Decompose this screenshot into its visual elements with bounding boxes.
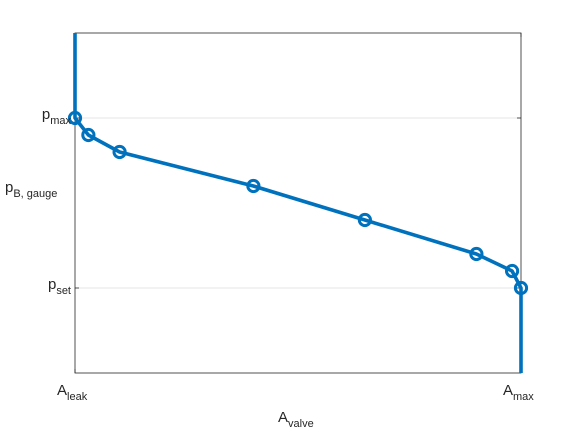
x-axis-label-sub: valve: [288, 418, 314, 430]
x-tick-label-0: Aleak: [57, 382, 88, 403]
axes-box: [74, 32, 522, 374]
data-point-0-2: [81, 127, 96, 143]
x-tick-label-1: Amax: [503, 382, 534, 403]
y-axis-label: pB, gauge: [5, 179, 57, 200]
y-tick-label-0: pset: [48, 276, 71, 297]
series-line-0: [73, 33, 523, 373]
x-axis-label: Avalve: [278, 409, 314, 430]
data-point-0-1: [67, 110, 83, 126]
tick-marks: [74, 33, 522, 373]
y-tick-label-1-sub: max: [50, 115, 71, 127]
y-tick-label-1: pmax: [42, 106, 72, 127]
x-axis-label-main: A: [278, 409, 288, 426]
y-tick-label-1-main: p: [42, 106, 50, 123]
data-point-0-3: [112, 144, 127, 160]
data-point-0-6: [469, 246, 484, 262]
series: [67, 33, 529, 373]
y-axis-label-main: p: [5, 179, 13, 196]
data-point-0-4: [246, 178, 261, 194]
x-tick-label-0-sub: leak: [67, 391, 88, 403]
y-tick-label-0-main: p: [48, 276, 56, 293]
y-tick-label-0-sub: set: [56, 285, 71, 297]
x-tick-label-1-main: A: [503, 382, 513, 399]
data-point-0-5: [357, 212, 372, 228]
x-tick-label-0-main: A: [57, 382, 67, 399]
y-axis-label-sub: B, gauge: [13, 188, 57, 200]
x-tick-label-1-sub: max: [513, 391, 534, 403]
data-point-0-8: [513, 280, 529, 296]
grid-lines: [75, 117, 521, 289]
data-point-0-7: [504, 263, 520, 279]
